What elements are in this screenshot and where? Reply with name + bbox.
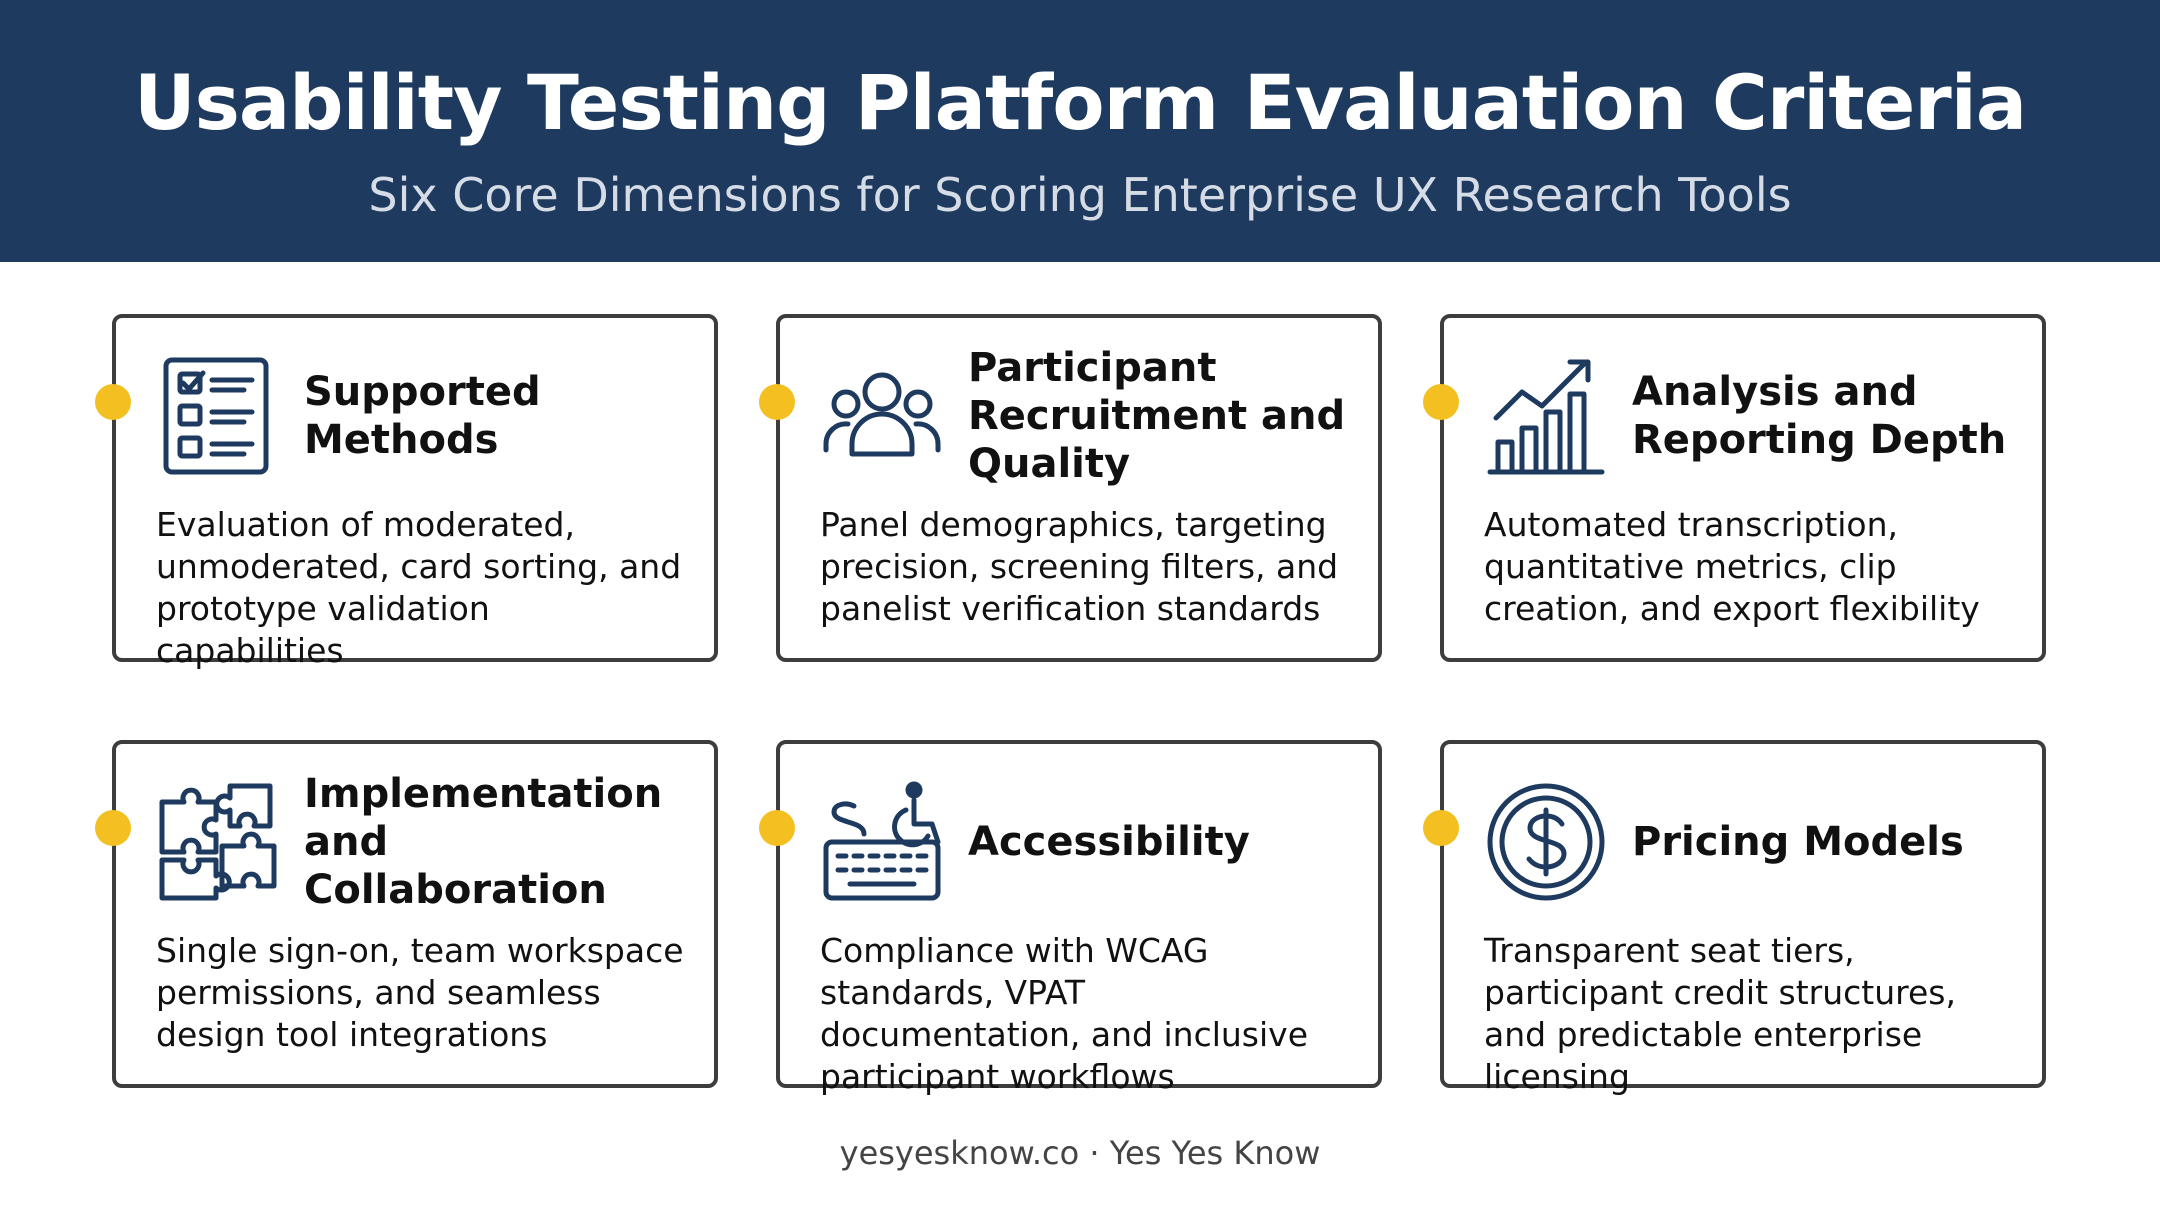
bar-chart-trend-icon xyxy=(1484,354,1608,478)
bullet-dot xyxy=(1423,810,1459,846)
bullet-dot xyxy=(1423,384,1459,420)
card-title: Participant Recruitment and Quality xyxy=(968,345,1346,487)
bullet-dot xyxy=(759,384,795,420)
bullet-dot xyxy=(95,810,131,846)
card-title: Accessibility xyxy=(968,819,1250,865)
card-description: Panel demographics, targeting precision,… xyxy=(820,505,1339,628)
users-group-icon xyxy=(820,354,944,478)
criteria-card-analysis-reporting: Analysis and Reporting Depth Automated t… xyxy=(1423,314,2046,662)
checklist-icon xyxy=(156,354,280,478)
criteria-card-participant-recruitment: Participant Recruitment and Quality Pane… xyxy=(759,314,1382,662)
criteria-card-supported-methods: Supported Methods Evaluation of moderate… xyxy=(95,314,718,670)
card-title: Supported Methods xyxy=(304,369,541,463)
page-title: Usability Testing Platform Evaluation Cr… xyxy=(133,58,2027,147)
card-description: Evaluation of moderated, unmoderated, ca… xyxy=(156,505,682,670)
criteria-card-accessibility: Accessibility Compliance with WCAG stand… xyxy=(759,740,1382,1096)
header-banner: Usability Testing Platform Evaluation Cr… xyxy=(0,0,2160,262)
card-description: Automated transcription, quantitative me… xyxy=(1484,505,1980,628)
criteria-card-implementation: Implementation and Collaboration Single … xyxy=(95,740,718,1088)
bullet-dot xyxy=(759,810,795,846)
dollar-coin-icon xyxy=(1484,780,1608,904)
card-title: Pricing Models xyxy=(1632,819,1964,865)
page-subtitle: Six Core Dimensions for Scoring Enterpri… xyxy=(368,168,1792,222)
puzzle-pieces-icon xyxy=(156,780,280,904)
criteria-card-pricing: Pricing Models Transparent seat tiers, p… xyxy=(1423,740,2046,1096)
card-title: Implementation and Collaboration xyxy=(304,771,663,913)
card-description: Compliance with WCAG standards, VPAT doc… xyxy=(820,931,1308,1096)
accessibility-keyboard-icon xyxy=(820,780,944,904)
bullet-dot xyxy=(95,384,131,420)
footer-credit: yesyesknow.co · Yes Yes Know xyxy=(839,1134,1321,1172)
card-description: Single sign-on, team workspace permissio… xyxy=(156,931,684,1054)
card-description: Transparent seat tiers, participant cred… xyxy=(1484,931,1956,1096)
card-title: Analysis and Reporting Depth xyxy=(1632,369,2007,463)
